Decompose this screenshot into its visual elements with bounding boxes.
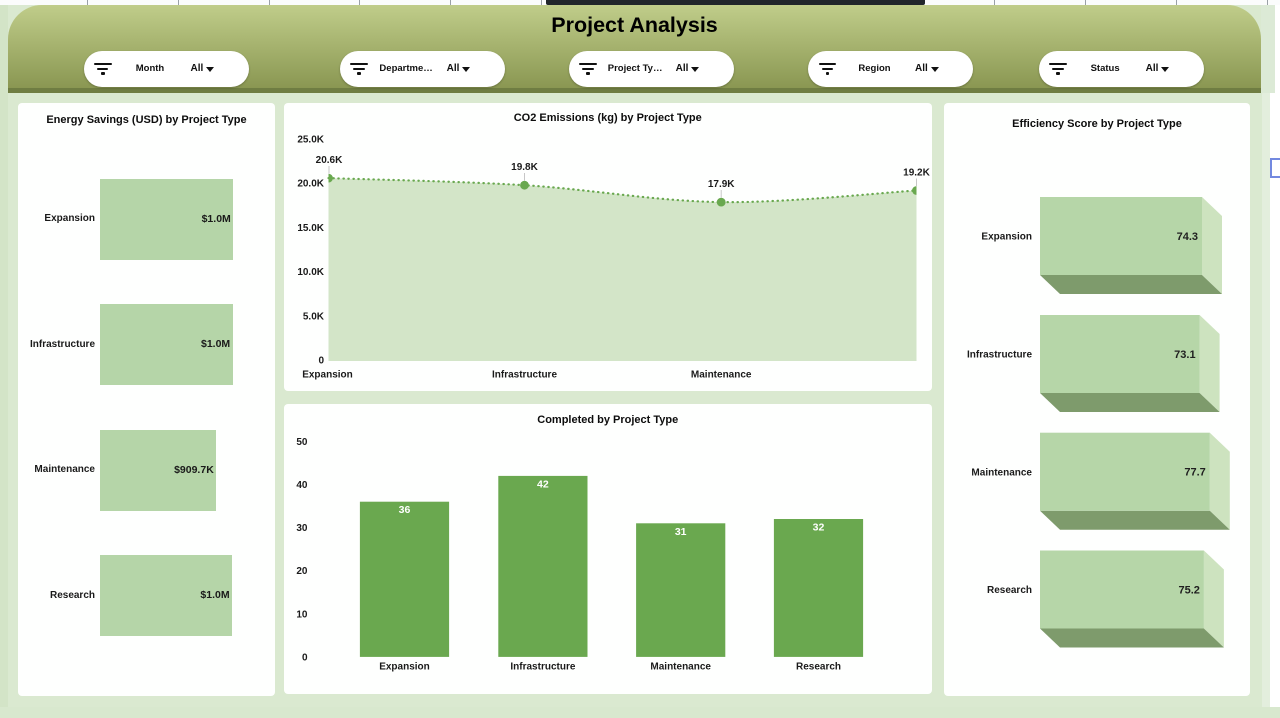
- svg-text:Infrastructure: Infrastructure: [967, 350, 1032, 361]
- svg-text:73.1: 73.1: [1174, 349, 1195, 361]
- svg-text:74.3: 74.3: [1177, 231, 1198, 243]
- svg-text:77.7: 77.7: [1184, 467, 1205, 479]
- svg-text:31: 31: [674, 525, 686, 537]
- svg-text:40: 40: [296, 480, 308, 491]
- svg-text:Research: Research: [987, 585, 1032, 596]
- svg-text:20: 20: [296, 566, 308, 577]
- svg-text:15.0K: 15.0K: [297, 223, 324, 234]
- svg-text:20.6K: 20.6K: [315, 155, 342, 166]
- svg-text:Infrastructure: Infrastructure: [491, 370, 556, 381]
- svg-text:0: 0: [318, 356, 324, 367]
- svg-text:5.0K: 5.0K: [302, 311, 324, 322]
- svg-text:Expansion: Expansion: [379, 661, 430, 672]
- svg-text:Maintenance: Maintenance: [690, 370, 751, 381]
- svg-text:17.9K: 17.9K: [707, 179, 734, 190]
- svg-text:Research: Research: [795, 661, 840, 672]
- svg-text:Expansion: Expansion: [981, 232, 1032, 243]
- svg-text:32: 32: [812, 521, 824, 533]
- svg-text:Infrastructure: Infrastructure: [510, 661, 575, 672]
- svg-text:20.0K: 20.0K: [297, 179, 324, 190]
- svg-text:30: 30: [296, 523, 308, 534]
- svg-text:75.2: 75.2: [1178, 584, 1199, 596]
- svg-text:50: 50: [296, 436, 308, 447]
- svg-text:10.0K: 10.0K: [297, 267, 324, 278]
- svg-text:19.2K: 19.2K: [903, 168, 930, 179]
- svg-text:Maintenance: Maintenance: [971, 467, 1032, 478]
- svg-text:25.0K: 25.0K: [297, 135, 324, 146]
- svg-text:19.8K: 19.8K: [511, 162, 538, 173]
- svg-text:42: 42: [537, 478, 549, 490]
- svg-text:Maintenance: Maintenance: [650, 661, 711, 672]
- svg-text:36: 36: [398, 504, 410, 516]
- svg-text:10: 10: [296, 609, 308, 620]
- svg-text:0: 0: [301, 652, 307, 663]
- svg-text:Expansion: Expansion: [302, 370, 353, 381]
